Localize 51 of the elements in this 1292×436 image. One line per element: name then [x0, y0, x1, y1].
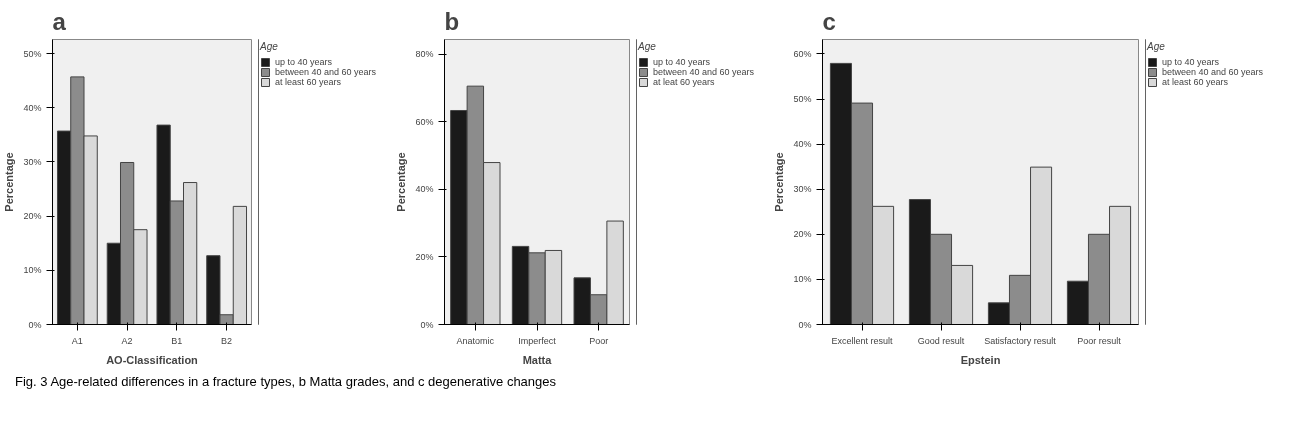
y-tick-label: 60%: [415, 116, 434, 127]
y-tick-label: 20%: [23, 211, 42, 222]
y-tick-label: 50%: [793, 94, 812, 105]
y-tick-label: 60%: [793, 48, 812, 59]
y-tick-label: 0%: [420, 319, 434, 330]
x-tick-label: A2: [121, 335, 133, 346]
legend-label: up to 40 years: [653, 57, 711, 67]
x-axis-title: Matta: [522, 353, 553, 366]
x-tick-label: A1: [71, 335, 83, 346]
legend-label: up to 40 years: [275, 57, 333, 67]
legend-label: up to 40 years: [1162, 57, 1220, 67]
x-tick-label: B2: [221, 335, 233, 346]
y-tick-label: 40%: [23, 102, 42, 113]
y-tick-label: 50%: [23, 48, 42, 59]
y-tick-label: 30%: [23, 156, 42, 167]
y-tick-label: 20%: [793, 229, 812, 240]
x-tick-label: Anatomic: [456, 335, 495, 346]
legend-title: Age: [260, 41, 279, 52]
y-axis-title: Percentage: [3, 152, 16, 212]
chart-title: c: [822, 7, 836, 35]
legend-label: at least 60 years: [1162, 77, 1229, 87]
y-tick-label: 0%: [28, 319, 42, 330]
caption: Fig. 3 Age-related differences in a fracture types, b Matta grades, and c degenerative changes: [15, 373, 557, 391]
x-tick-label: Good result: [917, 335, 965, 346]
legend-label: at least 60 years: [275, 77, 342, 87]
legend-label: at leat 60 years: [653, 77, 715, 87]
legend-label: between 40 and 60 years: [653, 67, 755, 77]
legend-label: between 40 and 60 years: [275, 67, 377, 77]
legend-label: between 40 and 60 years: [1162, 67, 1264, 77]
y-tick-label: 10%: [793, 274, 812, 285]
chart-title: b: [444, 7, 460, 35]
x-tick-label: Satisfactory result: [984, 335, 1057, 346]
y-tick-label: 10%: [23, 265, 42, 276]
x-tick-label: Poor: [589, 335, 609, 346]
x-tick-label: Imperfect: [518, 335, 557, 346]
y-tick-label: 0%: [798, 319, 812, 330]
x-tick-label: Poor result: [1077, 335, 1122, 346]
y-tick-label: 20%: [415, 251, 434, 262]
y-tick-label: 40%: [415, 184, 434, 195]
x-axis-title: Epstein: [960, 353, 1001, 366]
y-tick-label: 30%: [793, 184, 812, 195]
y-tick-label: 80%: [415, 49, 434, 60]
legend-title: Age: [638, 41, 657, 52]
chart-title: a: [52, 7, 67, 35]
y-tick-label: 40%: [793, 139, 812, 150]
y-axis-title: Percentage: [773, 152, 786, 212]
x-tick-label: B1: [171, 335, 183, 346]
legend-title: Age: [1147, 41, 1166, 52]
x-tick-label: Excellent result: [831, 335, 894, 346]
y-axis-title: Percentage: [395, 152, 408, 212]
x-axis-title: AO-Classification: [106, 353, 199, 366]
